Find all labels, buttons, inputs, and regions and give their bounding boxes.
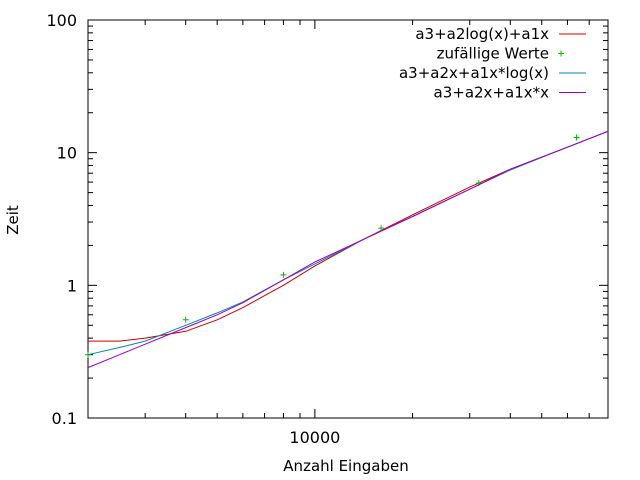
data-point — [378, 225, 385, 232]
series-line — [87, 130, 609, 369]
series-2 — [85, 134, 580, 358]
legend-item: zufällige Werte — [437, 45, 564, 63]
data-point — [573, 134, 580, 141]
y-axis-title: Zeit — [4, 205, 22, 235]
series-3 — [87, 130, 609, 356]
x-axis-title: Anzahl Eingaben — [283, 457, 408, 475]
series-line — [88, 130, 609, 342]
x-tick-label: 10000 — [289, 428, 340, 447]
legend-label: a3+a2log(x)+a1x — [415, 25, 549, 43]
series-1 — [88, 130, 609, 342]
y-tick-label: 0.1 — [52, 409, 77, 428]
series-4 — [87, 130, 609, 369]
legend-label: zufällige Werte — [437, 45, 549, 63]
legend-swatch — [558, 50, 564, 57]
axis-ticks — [87, 19, 609, 419]
series-layer — [85, 130, 609, 369]
y-tick-label: 10 — [57, 144, 77, 163]
plot-frame — [87, 19, 609, 419]
legend-label: a3+a2x+a1x*log(x) — [399, 64, 549, 82]
y-tick-label: 100 — [46, 11, 77, 30]
legend-label: a3+a2x+a1x*x — [434, 84, 550, 102]
legend-item: a3+a2x+a1x*log(x) — [399, 64, 586, 82]
series-line — [87, 130, 609, 356]
y-tick-label: 1 — [67, 276, 77, 295]
legend-item: a3+a2x+a1x*x — [434, 84, 586, 102]
data-point — [280, 271, 287, 278]
tick-labels: 0.1 1 10 100 10000 — [46, 11, 340, 447]
legend-item: a3+a2log(x)+a1x — [415, 25, 586, 43]
data-point — [182, 316, 189, 323]
